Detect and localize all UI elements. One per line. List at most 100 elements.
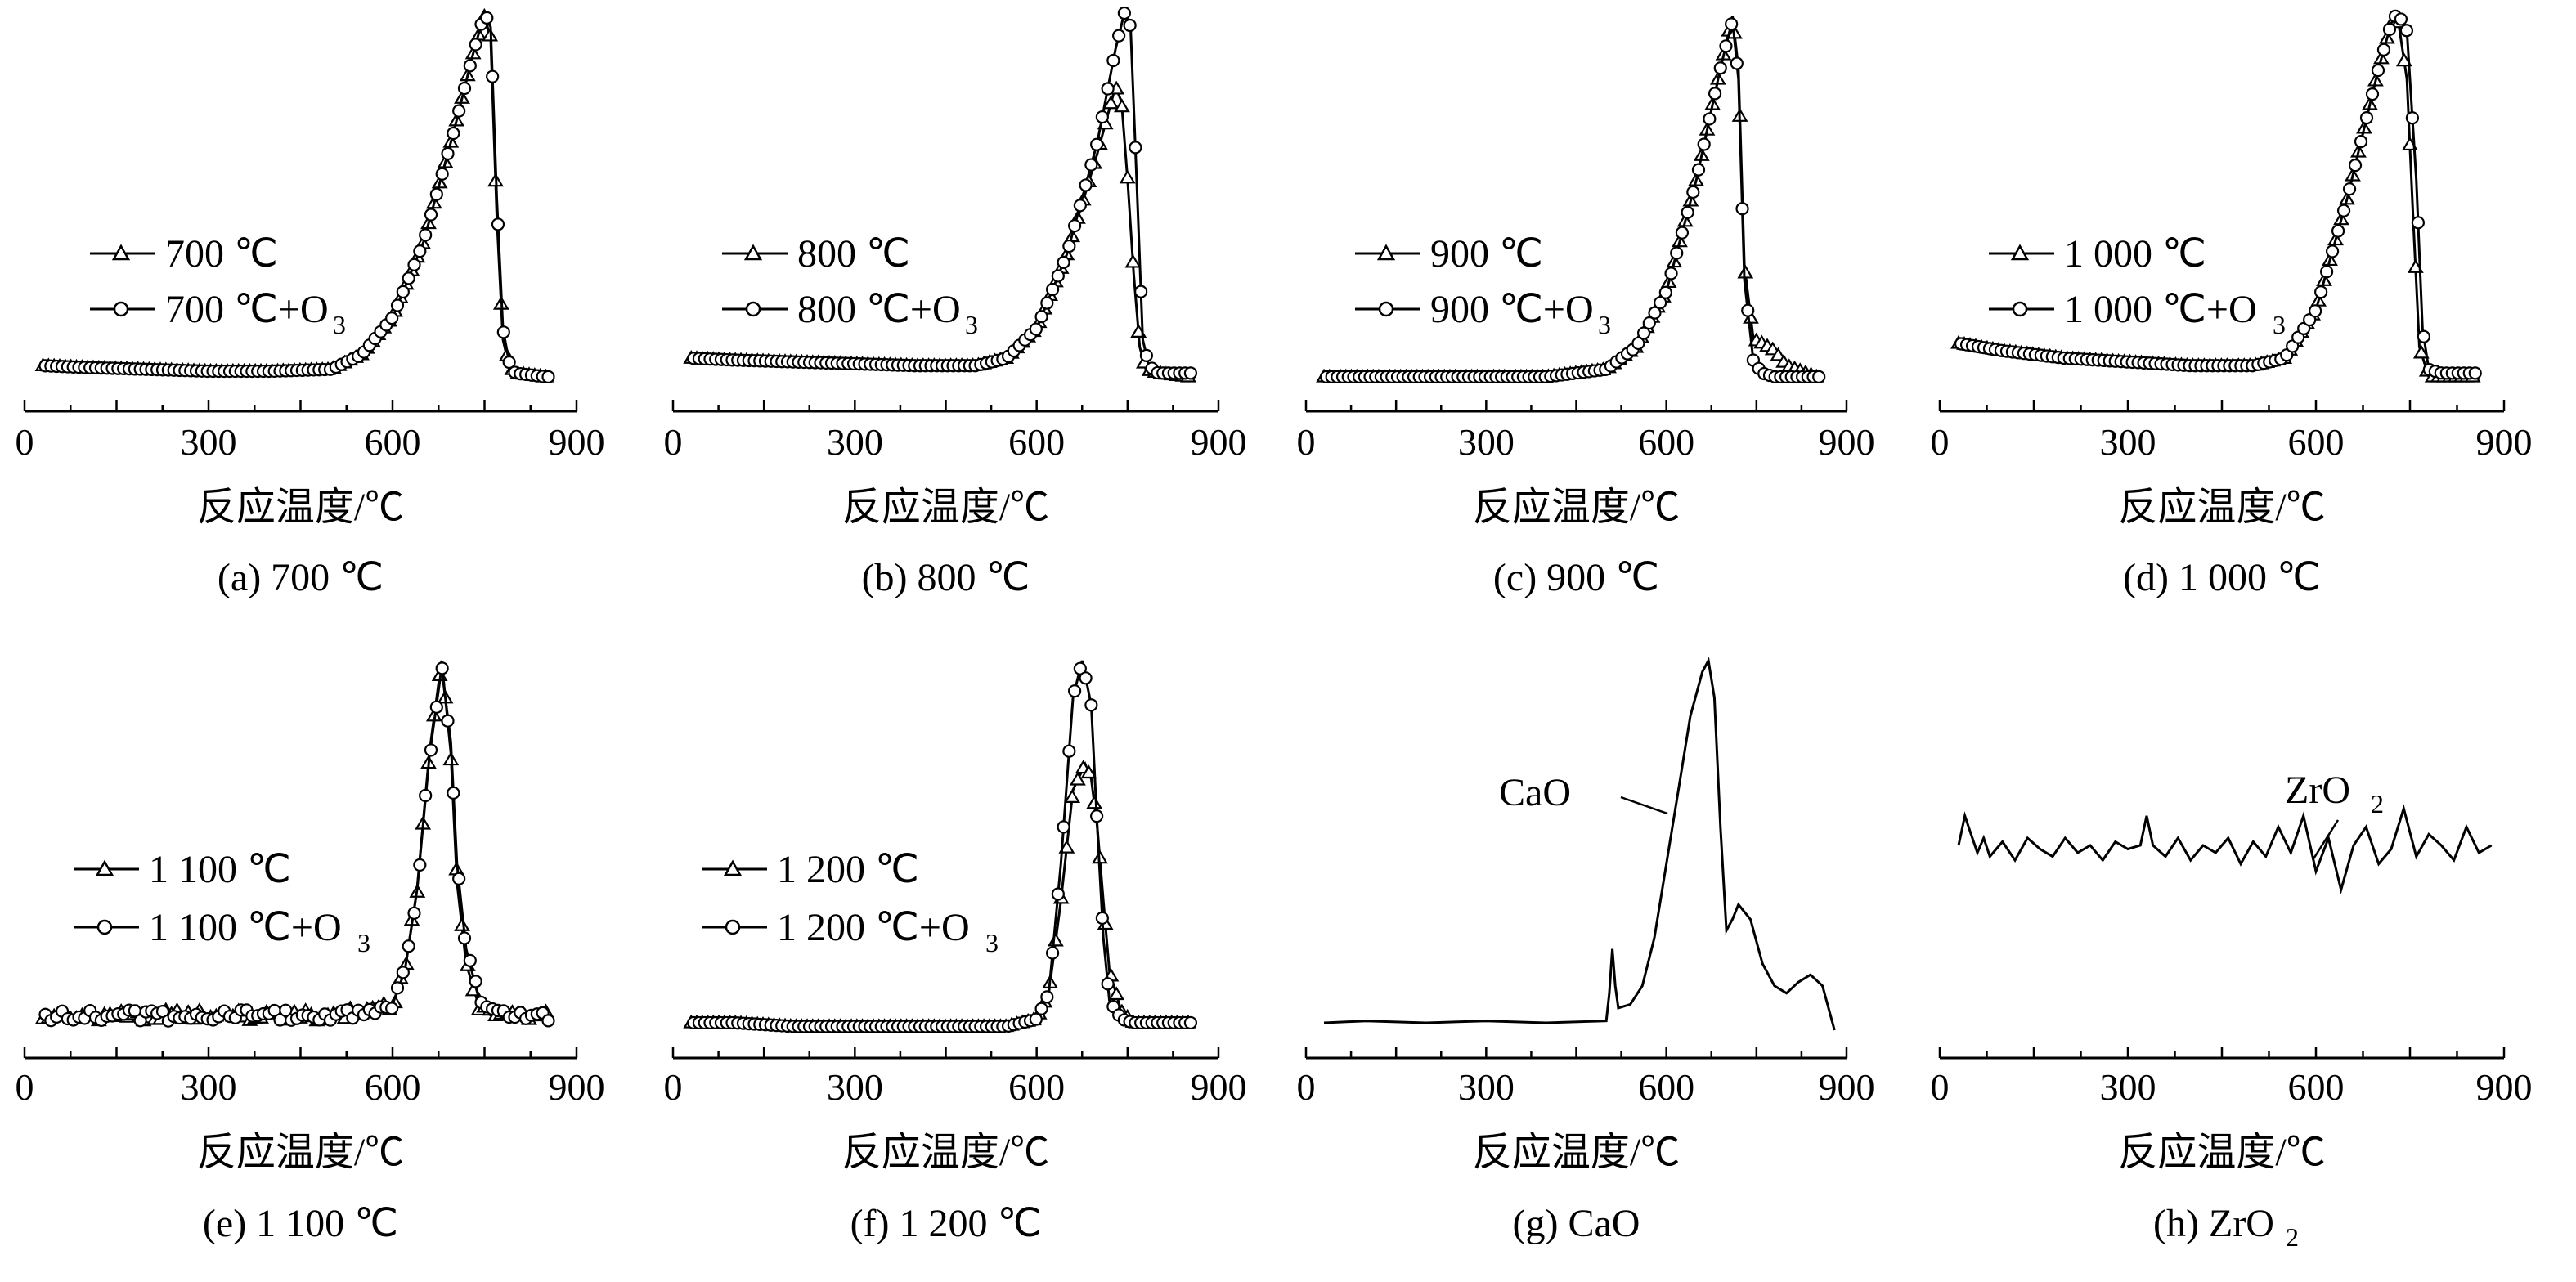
data-point-circle — [1713, 61, 1727, 75]
data-point-circle — [469, 38, 482, 52]
data-point-circle — [1112, 29, 1126, 43]
legend-label: 1 200 ℃+O — [777, 906, 970, 949]
data-point-circle — [1046, 282, 1060, 297]
data-point-circle — [2411, 216, 2425, 230]
panel-caption: (e) 1 100 ℃ — [203, 1202, 398, 1245]
data-point-circle — [2405, 111, 2419, 125]
legend-marker-circle — [2012, 301, 2028, 317]
data-point-triangle — [1064, 789, 1081, 803]
data-point-circle — [486, 69, 500, 83]
data-point-triangle — [1770, 347, 1787, 361]
data-point-circle — [1068, 219, 1082, 233]
x-tick-label: 300 — [1458, 1066, 1515, 1108]
data-point-circle — [447, 786, 460, 800]
data-point-circle — [2326, 244, 2340, 258]
x-axis-title: 反应温度/℃ — [2118, 486, 2325, 529]
data-point-circle — [407, 906, 421, 920]
data-point-circle — [1631, 336, 1645, 351]
legend-marker-circle — [745, 301, 761, 317]
data-point-circle — [441, 146, 455, 160]
data-point-circle — [155, 1005, 170, 1019]
legend-label: 1 100 ℃ — [149, 848, 291, 891]
legend-marker-triangle — [95, 859, 114, 876]
x-axis-title: 反应温度/℃ — [2118, 1131, 2325, 1174]
data-point-circle — [1101, 82, 1115, 96]
legend-marker-triangle — [743, 244, 763, 261]
data-point-circle — [491, 217, 505, 231]
x-tick-label: 0 — [1931, 1066, 1950, 1108]
data-point-circle — [1057, 255, 1070, 269]
data-point-circle — [424, 743, 438, 757]
panel-caption: (c) 900 ℃ — [1493, 556, 1659, 599]
data-point-circle — [541, 370, 555, 383]
x-tick-label: 900 — [1819, 421, 1875, 463]
data-point-circle — [2309, 304, 2322, 318]
legend-marker-circle — [96, 919, 113, 935]
data-point-circle — [402, 271, 415, 285]
chart-panel-d: 0 300 600 900 反应温度/℃ (d) 1 000 ℃ 1 000 ℃ 1 000 … — [1931, 9, 2533, 599]
data-point-circle — [1095, 911, 1109, 925]
x-tick-label: 600 — [365, 1066, 421, 1108]
data-point-circle — [1101, 977, 1115, 991]
data-point-circle — [396, 285, 410, 299]
chart-panel-f: 0 300 600 900 反应温度/℃ (f) 1 200 ℃ 1 200 ℃ 1 200 … — [664, 660, 1247, 1245]
legend-label: 900 ℃+O — [1430, 288, 1594, 331]
data-point-circle — [1040, 296, 1054, 310]
data-point-circle — [1654, 296, 1667, 310]
data-point-circle — [1117, 6, 1131, 20]
series-line-signal — [1323, 657, 1836, 1031]
x-tick-label: 900 — [1191, 421, 1247, 463]
legend-label: 800 ℃+O — [797, 288, 961, 331]
data-point-circle — [480, 11, 494, 25]
x-tick-label: 900 — [1191, 1066, 1247, 1108]
data-point-circle — [1129, 141, 1142, 155]
legend-label: 1 000 ℃+O — [2064, 288, 2257, 331]
data-point-circle — [1730, 56, 1744, 70]
data-point-circle — [1697, 137, 1711, 151]
data-point-triangle — [1058, 839, 1075, 854]
data-point-circle — [396, 966, 410, 979]
data-point-triangle — [2412, 344, 2430, 359]
data-point-circle — [1084, 698, 1098, 712]
legend-subscript: 3 — [357, 928, 370, 957]
legend-marker-circle — [113, 301, 129, 317]
data-point-circle — [1648, 306, 1662, 320]
x-tick-label: 600 — [2288, 421, 2345, 463]
data-point-circle — [1051, 269, 1065, 283]
x-tick-label: 0 — [16, 421, 34, 463]
data-point-circle — [413, 244, 427, 258]
legend-subscript: 3 — [2273, 310, 2286, 339]
x-tick-label: 600 — [1008, 1066, 1065, 1108]
data-point-circle — [1139, 348, 1153, 362]
data-point-circle — [1073, 199, 1087, 213]
data-point-circle — [424, 208, 438, 222]
panel-caption: (d) 1 000 ℃ — [2123, 556, 2321, 599]
data-point-circle — [2371, 63, 2385, 78]
data-point-circle — [457, 931, 472, 945]
data-point-circle — [1123, 18, 1137, 33]
data-point-circle — [435, 661, 449, 675]
panel-caption: (a) 700 ℃ — [218, 556, 384, 599]
legend-marker-circle — [725, 919, 741, 935]
series-line-plain — [691, 760, 1188, 1028]
data-point-circle — [1741, 303, 1755, 317]
data-point-circle — [2354, 135, 2368, 149]
chart-panel-c: 0 300 600 900 反应温度/℃ (c) 900 ℃ 900 ℃ 900 ℃+O 3 — [1297, 16, 1875, 599]
data-point-circle — [463, 59, 477, 73]
x-tick-label: 0 — [664, 1066, 683, 1108]
x-tick-label: 900 — [2476, 1066, 2533, 1108]
x-axis-title: 反应温度/℃ — [197, 1131, 404, 1174]
legend-label: 700 ℃ — [165, 232, 278, 276]
data-point-circle — [1675, 226, 1690, 240]
panel-caption: (b) 800 ℃ — [862, 556, 1030, 599]
data-point-circle — [407, 258, 421, 271]
data-point-circle — [2417, 329, 2430, 343]
x-tick-label: 300 — [827, 1066, 883, 1108]
data-point-circle — [2382, 22, 2397, 37]
data-point-circle — [1183, 366, 1198, 380]
x-tick-label: 300 — [2100, 1066, 2156, 1108]
legend-marker-triangle — [723, 859, 743, 876]
legend-marker-triangle — [111, 244, 131, 261]
data-point-circle — [1046, 946, 1060, 960]
x-tick-label: 900 — [2476, 421, 2533, 463]
